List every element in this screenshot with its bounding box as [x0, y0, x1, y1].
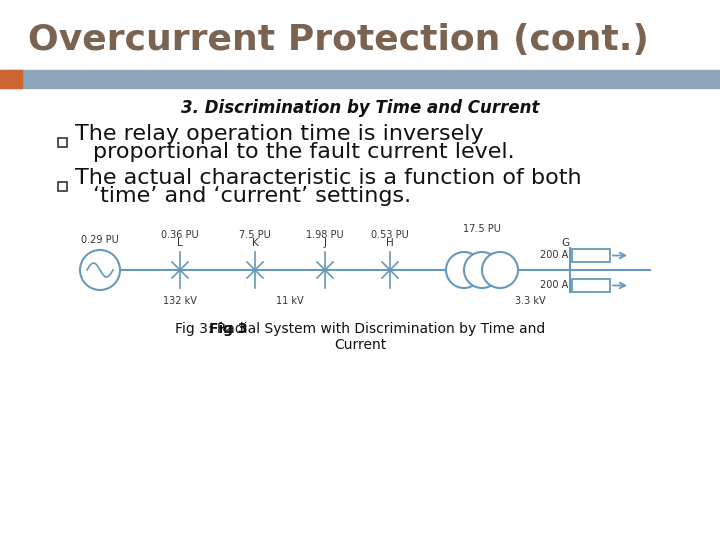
Text: The actual characteristic is a function of both: The actual characteristic is a function … [75, 168, 582, 188]
Text: ‘time’ and ‘current’ settings.: ‘time’ and ‘current’ settings. [93, 186, 411, 206]
Text: The relay operation time is inversely: The relay operation time is inversely [75, 124, 484, 144]
Circle shape [464, 252, 500, 288]
Circle shape [446, 252, 482, 288]
Circle shape [482, 252, 518, 288]
Text: 200 A: 200 A [540, 251, 568, 260]
Text: J: J [323, 238, 326, 248]
Bar [572, 279, 610, 292]
Text: G: G [561, 238, 569, 248]
Bar [0, 70, 22, 88]
Text: 3. Discrimination by Time and Current: 3. Discrimination by Time and Current [181, 99, 539, 117]
Text: 132 kV: 132 kV [163, 296, 197, 306]
Text: 200 A: 200 A [540, 280, 568, 291]
Text: 0.29 PU: 0.29 PU [81, 235, 119, 245]
Bar [572, 249, 610, 262]
Text: 3.3 kV: 3.3 kV [515, 296, 545, 306]
Text: L: L [177, 238, 183, 248]
Text: proportional to the fault current level.: proportional to the fault current level. [93, 142, 515, 162]
Text: Fig 3: Fig 3 [210, 322, 248, 336]
Text: H: H [386, 238, 394, 248]
Bar [0, 70, 720, 88]
Text: Fig 3: Radial System with Discrimination by Time and
Current: Fig 3: Radial System with Discrimination… [175, 322, 545, 352]
Text: K: K [251, 238, 258, 248]
Circle shape [80, 250, 120, 290]
Text: 0.36 PU: 0.36 PU [161, 230, 199, 240]
Bar [58, 138, 67, 147]
Text: Overcurrent Protection (cont.): Overcurrent Protection (cont.) [28, 23, 649, 57]
Bar [58, 182, 67, 191]
Text: 7.5 PU: 7.5 PU [239, 230, 271, 240]
Text: 11 kV: 11 kV [276, 296, 304, 306]
Text: 1.98 PU: 1.98 PU [306, 230, 344, 240]
Text: 17.5 PU: 17.5 PU [463, 224, 501, 234]
Text: 0.53 PU: 0.53 PU [371, 230, 409, 240]
